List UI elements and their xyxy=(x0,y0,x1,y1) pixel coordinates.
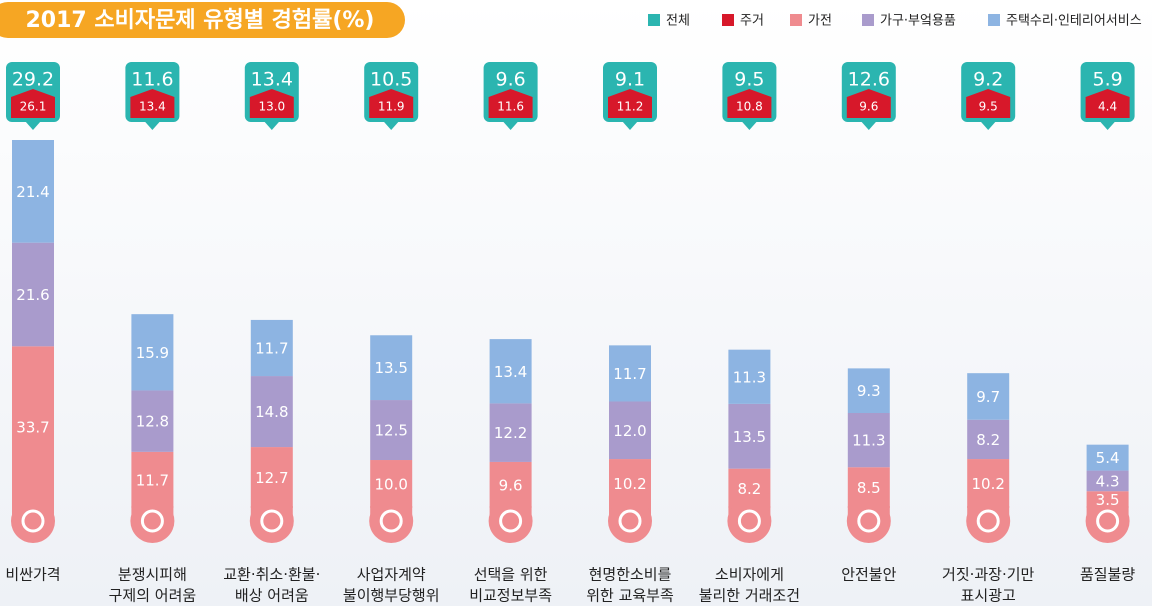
total-value: 9.2 xyxy=(973,69,1003,91)
housing-value: 11.2 xyxy=(617,100,644,114)
segment-label: 9.3 xyxy=(857,382,881,400)
category-label: 표시광고 xyxy=(961,587,1016,605)
housing-value: 9.5 xyxy=(979,100,998,114)
total-value: 9.5 xyxy=(734,69,764,91)
legend-swatch xyxy=(722,14,734,26)
housing-value: 11.6 xyxy=(497,100,524,114)
segment-label: 11.7 xyxy=(136,471,169,489)
total-value: 9.6 xyxy=(495,69,525,91)
legend-label: 가구·부엌용품 xyxy=(880,14,956,29)
total-value: 5.9 xyxy=(1092,69,1122,91)
segment-label: 15.9 xyxy=(136,344,169,362)
category-label: 비싼가격 xyxy=(5,566,60,584)
category-label: 비교정보부족 xyxy=(469,587,552,605)
category-label: 품질불량 xyxy=(1080,566,1135,584)
segment-label: 10.2 xyxy=(971,475,1004,493)
category-label: 소비자에게 xyxy=(715,566,784,584)
total-value: 12.6 xyxy=(848,69,890,91)
segment-label: 3.5 xyxy=(1096,491,1120,509)
legend-label: 주택수리·인테리어서비스 xyxy=(1006,14,1142,29)
category-label: 교환·취소·환불· xyxy=(223,566,320,584)
segment-label: 8.2 xyxy=(976,431,1000,449)
total-value: 11.6 xyxy=(131,69,173,91)
segment-label: 9.6 xyxy=(499,476,523,494)
category-label: 구제의 어려움 xyxy=(109,587,197,605)
housing-value: 11.9 xyxy=(378,100,405,114)
category-label: 배상 어려움 xyxy=(235,587,309,605)
total-value: 10.5 xyxy=(370,69,412,91)
segment-label: 8.5 xyxy=(857,479,881,497)
segment-label: 11.7 xyxy=(613,365,646,383)
segment-label: 21.6 xyxy=(16,286,49,304)
segment-label: 13.4 xyxy=(494,363,527,381)
segment-label: 11.7 xyxy=(255,339,288,357)
chart-title: 2017 소비자문제 유형별 경험률(%) xyxy=(25,7,374,33)
housing-value: 4.4 xyxy=(1098,100,1117,114)
total-value: 9.1 xyxy=(615,69,645,91)
legend-label: 가전 xyxy=(808,14,832,29)
housing-value: 10.8 xyxy=(736,100,763,114)
legend-label: 주거 xyxy=(740,14,764,29)
segment-label: 13.5 xyxy=(733,428,766,446)
housing-value: 26.1 xyxy=(20,100,47,114)
segment-label: 13.5 xyxy=(374,359,407,377)
legend-swatch xyxy=(862,14,874,26)
segment-label: 12.5 xyxy=(374,422,407,440)
segment-label: 10.0 xyxy=(374,476,407,494)
segment-label: 10.2 xyxy=(613,475,646,493)
legend-swatch xyxy=(648,14,660,26)
legend-swatch xyxy=(790,14,802,26)
chart: 2017 소비자문제 유형별 경험률(%) 전체 주거 가전 가구·부엌용품 주택수리·… xyxy=(0,0,1152,606)
segment-label: 33.7 xyxy=(16,419,49,437)
category-label: 불이행부당행위 xyxy=(343,587,440,605)
category-label: 불리한 거래조건 xyxy=(699,587,800,605)
segment-label: 12.0 xyxy=(613,422,646,440)
segment-label: 12.8 xyxy=(136,413,169,431)
category-label: 안전불안 xyxy=(841,566,896,584)
housing-value: 13.0 xyxy=(258,100,285,114)
housing-value: 9.6 xyxy=(859,100,878,114)
segment-label: 11.3 xyxy=(733,368,766,386)
category-label: 분쟁시피해 xyxy=(118,566,187,584)
segment-label: 4.3 xyxy=(1096,472,1120,490)
segment-label: 11.3 xyxy=(852,432,885,450)
legend-label: 전체 xyxy=(666,14,690,29)
segment-label: 5.4 xyxy=(1096,449,1120,467)
category-label: 사업자계약 xyxy=(357,566,426,584)
segment-label: 14.8 xyxy=(255,403,288,421)
segment-label: 8.2 xyxy=(737,480,761,498)
segment-label: 12.7 xyxy=(255,469,288,487)
segment-label: 21.4 xyxy=(16,183,49,201)
category-label: 현명한소비를 xyxy=(589,566,672,584)
category-label: 위한 교육부족 xyxy=(586,587,674,605)
category-label: 선택을 위한 xyxy=(474,566,548,584)
segment-label: 12.2 xyxy=(494,424,527,442)
category-label: 거짓·과장·기만 xyxy=(942,566,1035,584)
legend-swatch xyxy=(988,14,1000,26)
housing-value: 13.4 xyxy=(139,100,166,114)
total-value: 13.4 xyxy=(251,69,293,91)
segment-label: 9.7 xyxy=(976,388,1000,406)
total-value: 29.2 xyxy=(12,69,54,91)
